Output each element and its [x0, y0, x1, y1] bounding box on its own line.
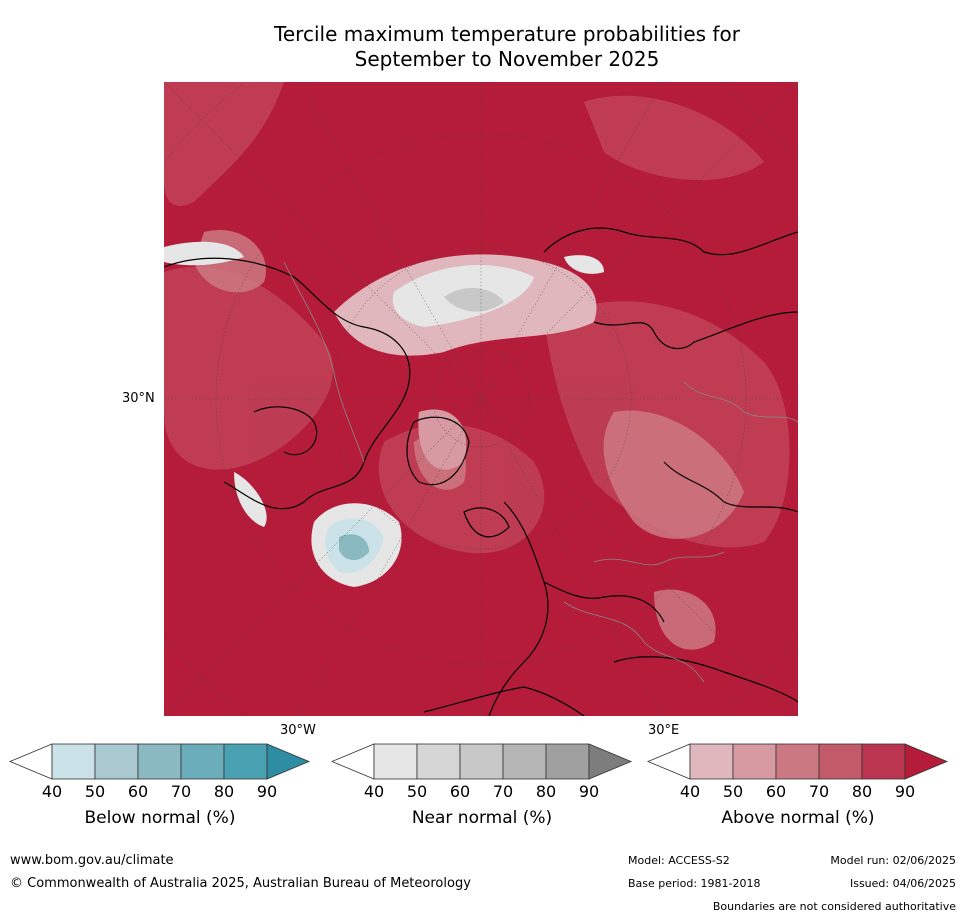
colorbar-label-above-normal: Above normal (%): [721, 808, 875, 828]
tick-label: 90: [578, 782, 600, 801]
model-run-text: Model run: 02/06/2025: [830, 854, 956, 867]
tick-label: 60: [449, 782, 471, 801]
website-link[interactable]: www.bom.gov.au/climate: [10, 853, 174, 868]
colorbar-swatch: [818, 743, 863, 780]
colorbar-swatch: [94, 743, 139, 780]
colorbar-swatch: [545, 743, 590, 780]
colorbar-swatch: [137, 743, 182, 780]
title-line-1: Tercile maximum temperature probabilitie…: [274, 22, 740, 46]
longitude-label-east: 30°E: [648, 723, 680, 738]
tick-label: 90: [256, 782, 278, 801]
model-text: Model: ACCESS-S2: [628, 854, 730, 867]
colorbar-swatch: [373, 743, 418, 780]
colorbar-swatch: [775, 743, 820, 780]
colorbar-swatch: [180, 743, 225, 780]
tick-label: 70: [170, 782, 192, 801]
colorbar-below-normal-swatches: [8, 743, 311, 780]
colorbar-swatch: [732, 743, 777, 780]
tick-label: 50: [84, 782, 106, 801]
colorbar-extend-high: [904, 743, 949, 780]
tick-label: 70: [808, 782, 830, 801]
tick-label: 40: [363, 782, 385, 801]
colorbar-label-below-normal: Below normal (%): [84, 808, 236, 828]
tick-label: 70: [492, 782, 514, 801]
longitude-label-west: 30°W: [280, 723, 316, 738]
colorbar-swatch: [416, 743, 461, 780]
colorbar-near-normal-swatches: [330, 743, 633, 780]
tick-label: 80: [213, 782, 235, 801]
colorbar-swatch: [459, 743, 504, 780]
tick-label: 80: [535, 782, 557, 801]
colorbar-swatch: [502, 743, 547, 780]
latitude-label: 30°N: [122, 391, 155, 406]
colorbar-extend-low: [646, 743, 691, 780]
tick-label: 60: [765, 782, 787, 801]
colorbar-swatch: [861, 743, 906, 780]
tick-label: 40: [679, 782, 701, 801]
colorbar-swatch: [51, 743, 96, 780]
polar-probability-map: [164, 82, 798, 716]
tick-label: 90: [894, 782, 916, 801]
colorbar-extend-high: [266, 743, 311, 780]
copyright-text: © Commonwealth of Australia 2025, Austra…: [10, 876, 471, 891]
tick-label: 40: [41, 782, 63, 801]
colorbar-above-normal: [646, 743, 949, 780]
colorbar-extend-low: [330, 743, 375, 780]
colorbar-swatch: [689, 743, 734, 780]
colorbar-label-near-normal: Near normal (%): [411, 808, 553, 828]
tick-label: 50: [722, 782, 744, 801]
tick-label: 80: [851, 782, 873, 801]
colorbar-extend-low: [8, 743, 53, 780]
colorbar-swatch: [223, 743, 268, 780]
tick-label: 60: [127, 782, 149, 801]
title-line-2: September to November 2025: [354, 47, 660, 71]
colorbar-below-normal: [8, 743, 311, 780]
issued-text: Issued: 04/06/2025: [849, 877, 956, 890]
map-title: Tercile maximum temperature probabilitie…: [160, 22, 854, 72]
colorbar-above-normal-swatches: [646, 743, 949, 780]
base-period-text: Base period: 1981-2018: [628, 877, 761, 890]
colorbar-extend-high: [588, 743, 633, 780]
colorbar-near-normal: [330, 743, 633, 780]
tick-label: 50: [406, 782, 428, 801]
disclaimer-text: Boundaries are not considered authoritat…: [712, 900, 956, 913]
